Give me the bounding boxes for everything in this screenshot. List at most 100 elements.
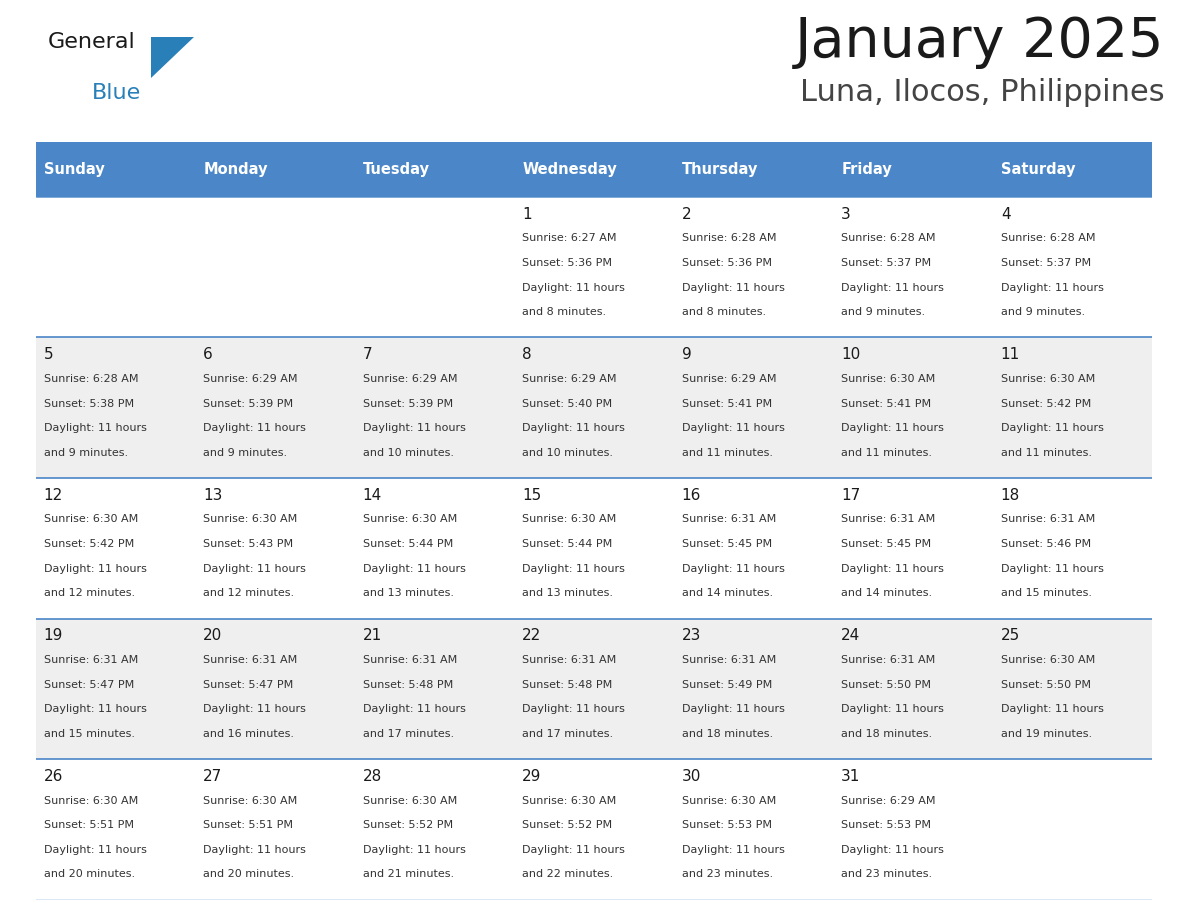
Text: Sunset: 5:52 PM: Sunset: 5:52 PM: [523, 820, 612, 830]
Text: 6: 6: [203, 347, 213, 363]
Text: 23: 23: [682, 628, 701, 644]
Text: and 19 minutes.: and 19 minutes.: [1000, 729, 1092, 739]
Text: and 9 minutes.: and 9 minutes.: [203, 448, 287, 458]
Text: Sunrise: 6:29 AM: Sunrise: 6:29 AM: [203, 374, 298, 384]
Text: Daylight: 11 hours: Daylight: 11 hours: [523, 845, 625, 855]
Text: Sunset: 5:52 PM: Sunset: 5:52 PM: [362, 820, 453, 830]
Text: Sunset: 5:36 PM: Sunset: 5:36 PM: [523, 258, 612, 268]
Text: Sunrise: 6:31 AM: Sunrise: 6:31 AM: [44, 655, 138, 665]
Text: Sunset: 5:36 PM: Sunset: 5:36 PM: [682, 258, 772, 268]
Text: Friday: Friday: [841, 162, 892, 177]
Text: 7: 7: [362, 347, 372, 363]
Text: Monday: Monday: [203, 162, 267, 177]
Text: and 12 minutes.: and 12 minutes.: [44, 588, 134, 599]
Bar: [36, 196, 1152, 338]
Text: Saturday: Saturday: [1000, 162, 1075, 177]
Text: Sunrise: 6:29 AM: Sunrise: 6:29 AM: [362, 374, 457, 384]
Polygon shape: [151, 37, 194, 78]
Text: Luna, Ilocos, Philippines: Luna, Ilocos, Philippines: [800, 78, 1164, 107]
Text: Sunset: 5:44 PM: Sunset: 5:44 PM: [362, 539, 453, 549]
Text: and 20 minutes.: and 20 minutes.: [44, 869, 134, 879]
Text: Daylight: 11 hours: Daylight: 11 hours: [44, 704, 146, 714]
Text: Sunset: 5:39 PM: Sunset: 5:39 PM: [203, 398, 293, 409]
Text: Sunrise: 6:31 AM: Sunrise: 6:31 AM: [682, 655, 776, 665]
Text: Daylight: 11 hours: Daylight: 11 hours: [362, 704, 466, 714]
Text: Sunrise: 6:27 AM: Sunrise: 6:27 AM: [523, 233, 617, 243]
Text: Sunrise: 6:31 AM: Sunrise: 6:31 AM: [523, 655, 617, 665]
Text: 24: 24: [841, 628, 860, 644]
Text: 2: 2: [682, 207, 691, 221]
Text: Daylight: 11 hours: Daylight: 11 hours: [203, 564, 307, 574]
Text: Sunset: 5:41 PM: Sunset: 5:41 PM: [841, 398, 931, 409]
Text: 10: 10: [841, 347, 860, 363]
Text: Sunset: 5:47 PM: Sunset: 5:47 PM: [203, 679, 293, 689]
Bar: [36, 478, 1152, 619]
Text: Sunrise: 6:31 AM: Sunrise: 6:31 AM: [841, 514, 935, 524]
Text: Daylight: 11 hours: Daylight: 11 hours: [841, 845, 944, 855]
Text: Daylight: 11 hours: Daylight: 11 hours: [1000, 564, 1104, 574]
Text: and 9 minutes.: and 9 minutes.: [44, 448, 128, 458]
Text: Daylight: 11 hours: Daylight: 11 hours: [841, 283, 944, 293]
Text: 12: 12: [44, 487, 63, 503]
Text: Sunrise: 6:30 AM: Sunrise: 6:30 AM: [1000, 374, 1095, 384]
Text: Daylight: 11 hours: Daylight: 11 hours: [682, 564, 784, 574]
Text: Sunrise: 6:31 AM: Sunrise: 6:31 AM: [841, 655, 935, 665]
Text: Daylight: 11 hours: Daylight: 11 hours: [523, 704, 625, 714]
Text: Daylight: 11 hours: Daylight: 11 hours: [523, 564, 625, 574]
Text: Sunrise: 6:28 AM: Sunrise: 6:28 AM: [682, 233, 776, 243]
Text: Sunset: 5:44 PM: Sunset: 5:44 PM: [523, 539, 613, 549]
Bar: [36, 759, 1152, 900]
Bar: [195, 142, 355, 196]
Text: Daylight: 11 hours: Daylight: 11 hours: [44, 423, 146, 433]
Text: Daylight: 11 hours: Daylight: 11 hours: [362, 845, 466, 855]
Text: Sunrise: 6:30 AM: Sunrise: 6:30 AM: [44, 514, 138, 524]
Text: 26: 26: [44, 769, 63, 784]
Text: Sunset: 5:43 PM: Sunset: 5:43 PM: [203, 539, 293, 549]
Text: Daylight: 11 hours: Daylight: 11 hours: [841, 704, 944, 714]
Text: Daylight: 11 hours: Daylight: 11 hours: [682, 704, 784, 714]
Text: 30: 30: [682, 769, 701, 784]
Text: Sunrise: 6:31 AM: Sunrise: 6:31 AM: [362, 655, 457, 665]
Bar: [36, 142, 195, 196]
Text: 8: 8: [523, 347, 532, 363]
Text: and 8 minutes.: and 8 minutes.: [682, 308, 766, 317]
Text: Daylight: 11 hours: Daylight: 11 hours: [841, 564, 944, 574]
Text: and 9 minutes.: and 9 minutes.: [841, 308, 925, 317]
Text: and 18 minutes.: and 18 minutes.: [841, 729, 933, 739]
Text: Sunset: 5:45 PM: Sunset: 5:45 PM: [841, 539, 931, 549]
Text: and 9 minutes.: and 9 minutes.: [1000, 308, 1085, 317]
Text: and 21 minutes.: and 21 minutes.: [362, 869, 454, 879]
Text: Sunset: 5:49 PM: Sunset: 5:49 PM: [682, 679, 772, 689]
Text: 15: 15: [523, 487, 542, 503]
Text: General: General: [48, 32, 135, 52]
Text: and 15 minutes.: and 15 minutes.: [1000, 588, 1092, 599]
Text: and 16 minutes.: and 16 minutes.: [203, 729, 295, 739]
Text: 17: 17: [841, 487, 860, 503]
Text: Daylight: 11 hours: Daylight: 11 hours: [362, 423, 466, 433]
Text: 20: 20: [203, 628, 222, 644]
Text: 4: 4: [1000, 207, 1011, 221]
Text: 28: 28: [362, 769, 381, 784]
Bar: [993, 142, 1152, 196]
Text: and 11 minutes.: and 11 minutes.: [1000, 448, 1092, 458]
Text: 5: 5: [44, 347, 53, 363]
Text: January 2025: January 2025: [795, 15, 1164, 69]
Text: Sunrise: 6:30 AM: Sunrise: 6:30 AM: [523, 514, 617, 524]
Text: 14: 14: [362, 487, 381, 503]
Text: Daylight: 11 hours: Daylight: 11 hours: [682, 423, 784, 433]
Text: Sunset: 5:42 PM: Sunset: 5:42 PM: [1000, 398, 1091, 409]
Text: Blue: Blue: [91, 83, 141, 103]
Text: Sunrise: 6:30 AM: Sunrise: 6:30 AM: [523, 796, 617, 806]
Text: 18: 18: [1000, 487, 1020, 503]
Text: Sunset: 5:42 PM: Sunset: 5:42 PM: [44, 539, 134, 549]
Text: Sunset: 5:38 PM: Sunset: 5:38 PM: [44, 398, 134, 409]
Text: 29: 29: [523, 769, 542, 784]
Text: 22: 22: [523, 628, 542, 644]
Text: Sunset: 5:40 PM: Sunset: 5:40 PM: [523, 398, 612, 409]
Text: Daylight: 11 hours: Daylight: 11 hours: [523, 423, 625, 433]
Text: Daylight: 11 hours: Daylight: 11 hours: [203, 423, 307, 433]
Text: Sunset: 5:45 PM: Sunset: 5:45 PM: [682, 539, 772, 549]
Text: Daylight: 11 hours: Daylight: 11 hours: [841, 423, 944, 433]
Text: Sunrise: 6:30 AM: Sunrise: 6:30 AM: [362, 514, 457, 524]
Text: Daylight: 11 hours: Daylight: 11 hours: [362, 564, 466, 574]
